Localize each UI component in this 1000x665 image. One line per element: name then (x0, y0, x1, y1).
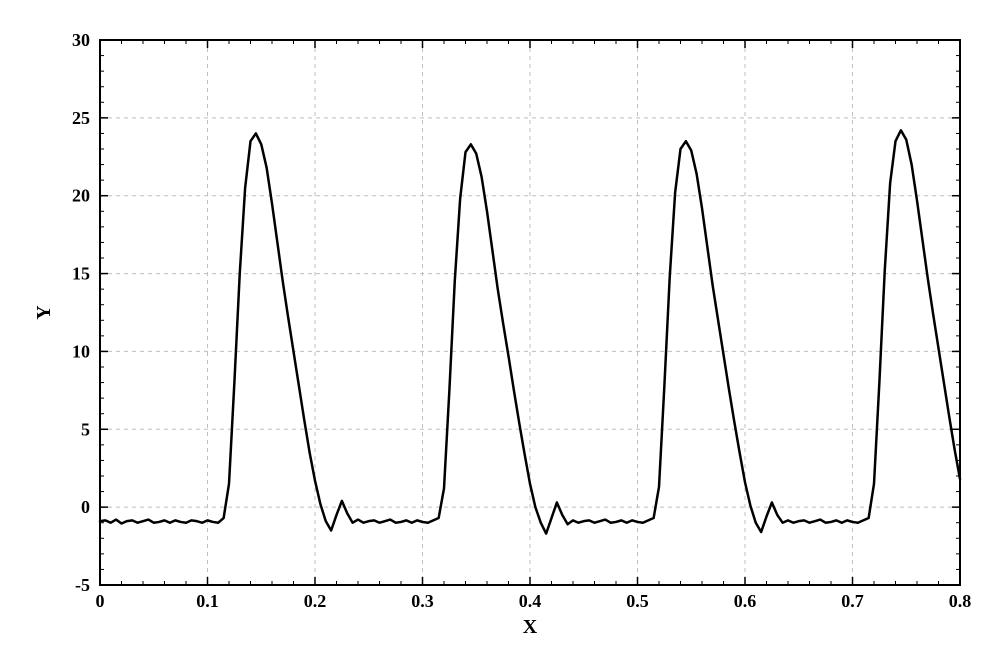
x-tick-label: 0.8 (949, 591, 972, 611)
y-tick-label: 30 (72, 30, 90, 50)
y-tick-label: 0 (81, 497, 90, 517)
x-tick-label: 0.6 (734, 591, 757, 611)
y-tick-label: 20 (72, 186, 90, 206)
y-axis-label: Y (33, 305, 55, 320)
y-tick-label: 10 (72, 341, 90, 361)
x-tick-label: 0.4 (519, 591, 542, 611)
x-axis-label: X (523, 616, 538, 638)
y-tick-label: 5 (81, 419, 90, 439)
x-tick-label: 0.5 (626, 591, 649, 611)
line-chart: 0 0.1 0.2 0.3 0.4 0.5 0.6 0.7 0.8 -5 0 5 10 15 20 25 30 X… (20, 20, 980, 645)
y-tick-label: -5 (75, 575, 90, 595)
x-tick-label: 0.3 (411, 591, 434, 611)
y-tick-label: 15 (72, 264, 90, 284)
x-tick-label: 0 (96, 591, 105, 611)
x-tick-label: 0.7 (841, 591, 864, 611)
x-tick-label: 0.1 (196, 591, 219, 611)
x-tick-label: 0.2 (304, 591, 327, 611)
chart-svg: 0 0.1 0.2 0.3 0.4 0.5 0.6 0.7 0.8 -5 0 5 10 15 20 25 30 X… (20, 20, 980, 645)
y-tick-label: 25 (72, 108, 90, 128)
